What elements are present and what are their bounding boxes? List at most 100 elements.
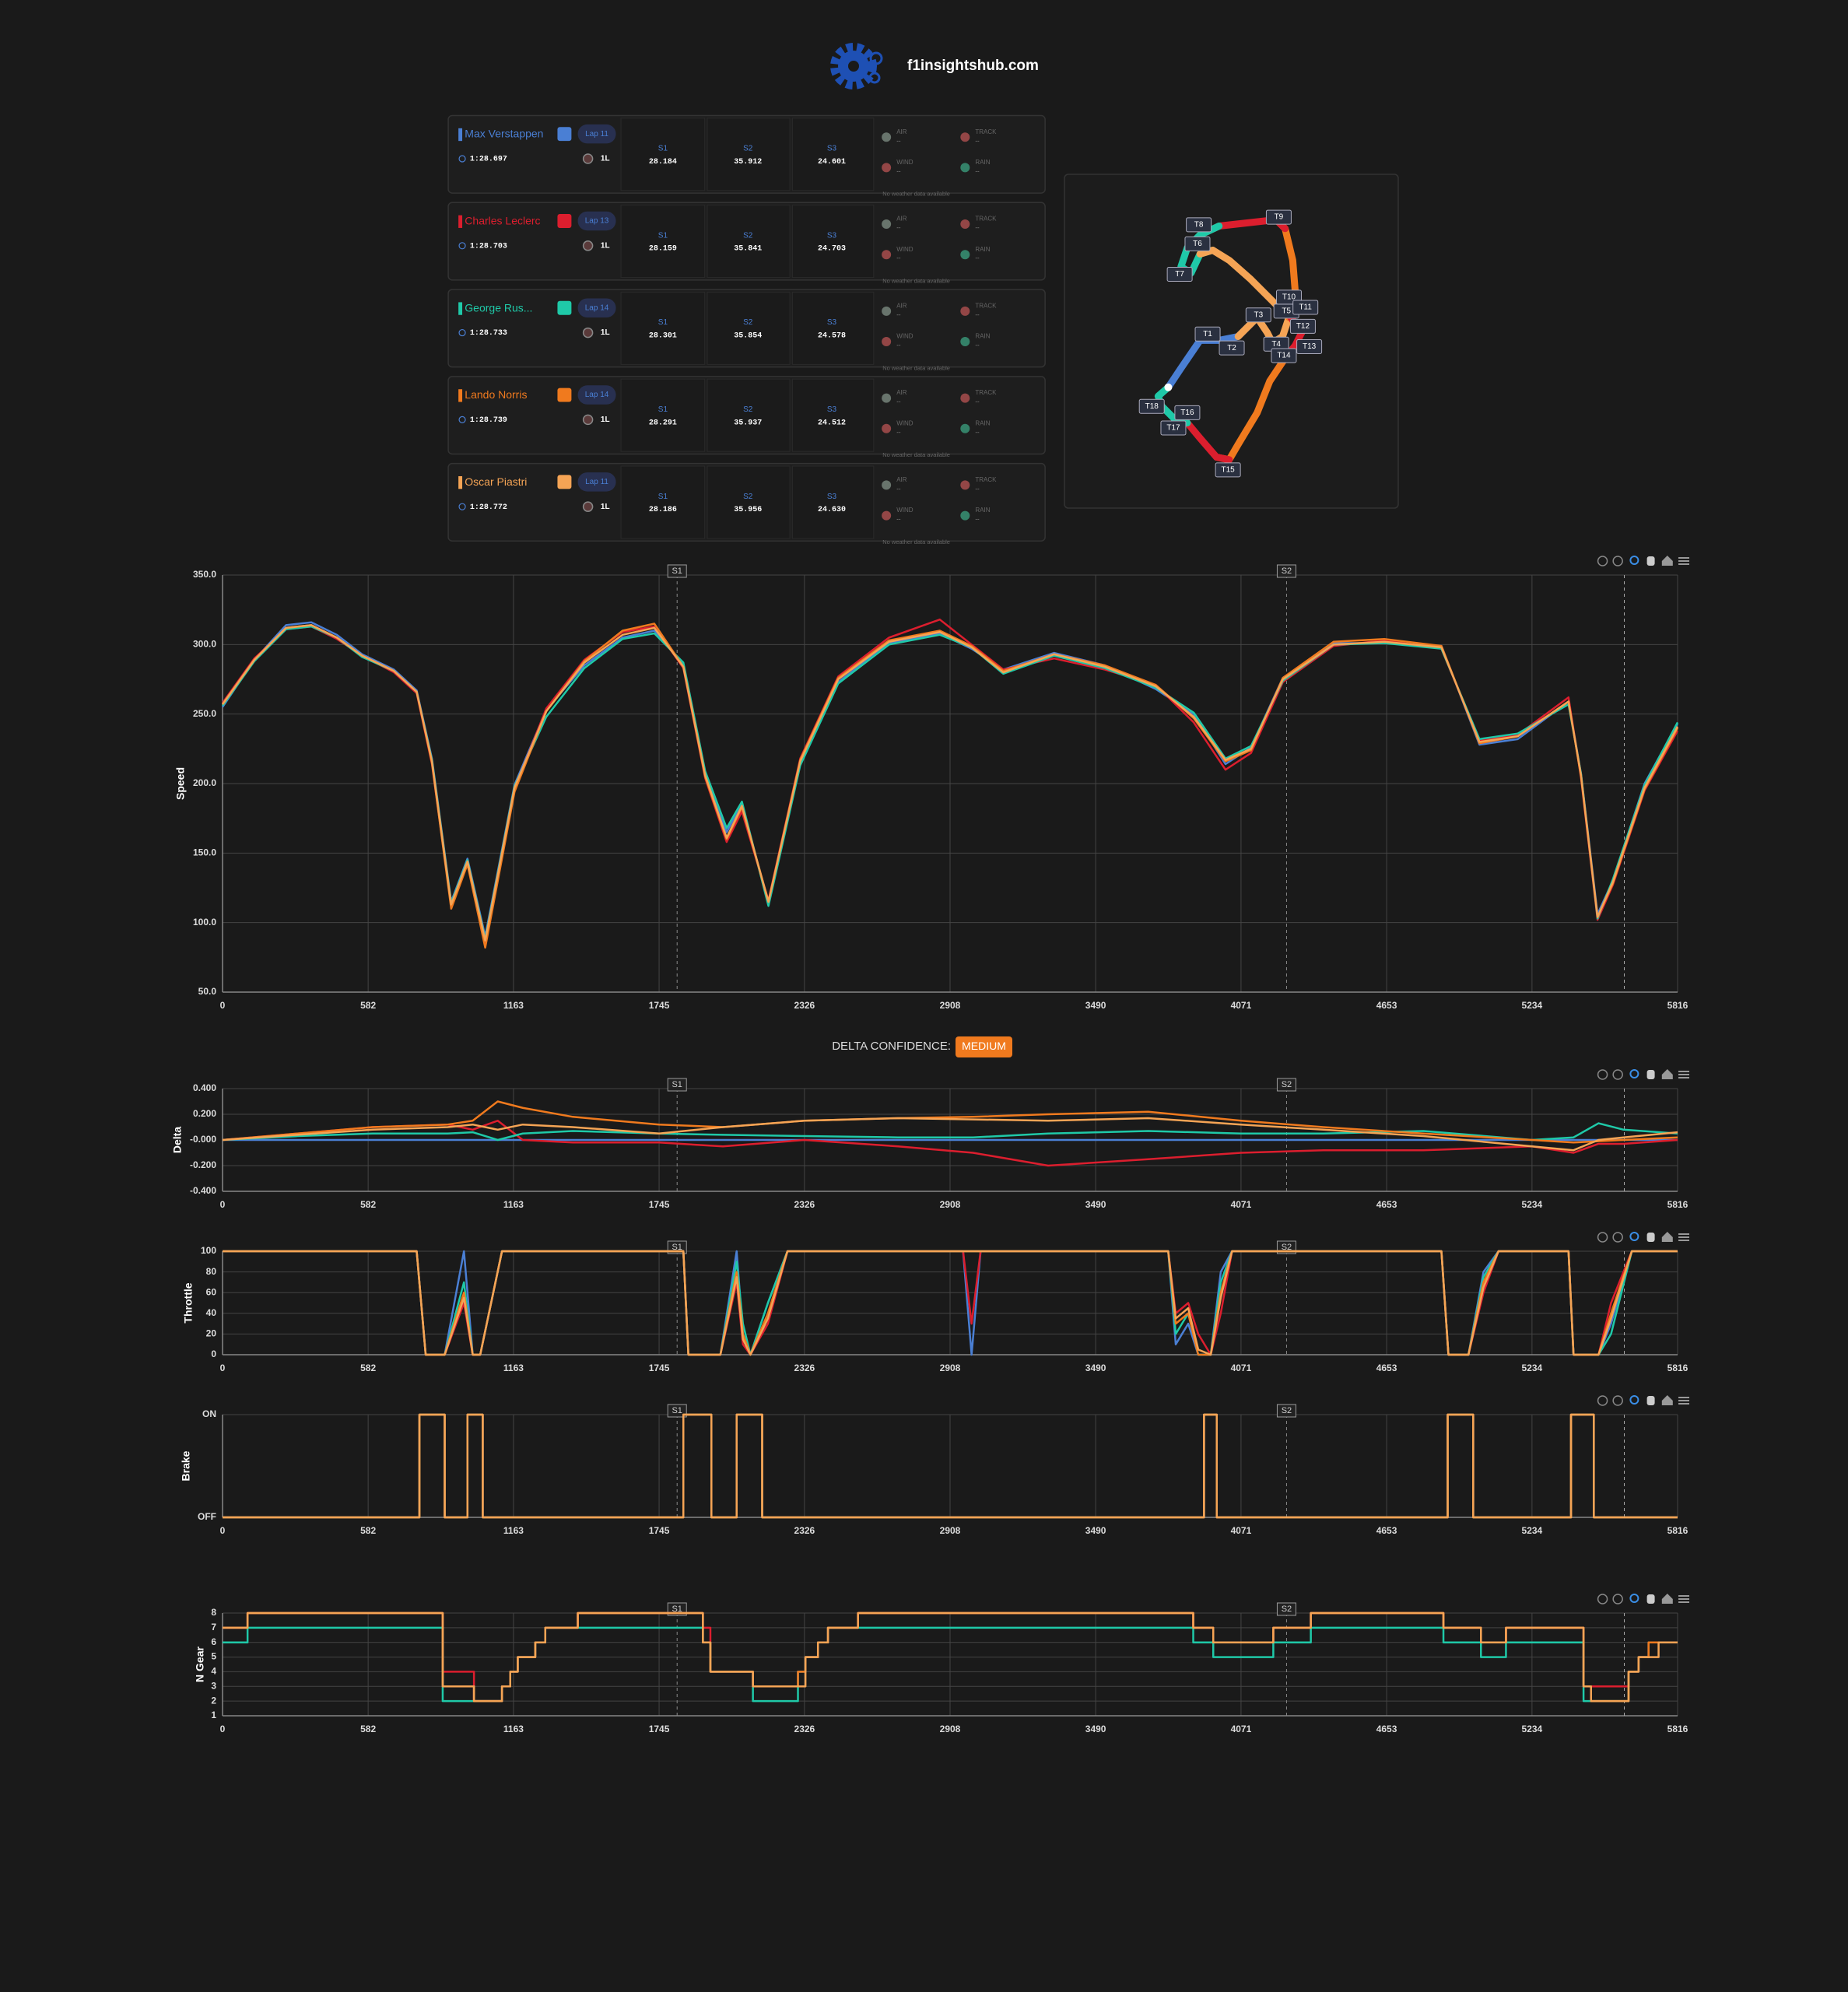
x-tick-label: 4071 [1231, 1362, 1252, 1373]
weather-label: TRACK [975, 389, 997, 396]
turn-label-box [1245, 307, 1271, 323]
weather-label: RAIN [975, 333, 990, 340]
y-tick-label: 4 [211, 1666, 216, 1677]
turn-label: T11 [1299, 303, 1312, 312]
y-tick-label: 200.0 [193, 777, 216, 788]
driver-color-bar [458, 128, 463, 142]
weather-note: No weather data available [882, 364, 950, 371]
turn-label: T4 [1271, 340, 1281, 349]
sector-time: 28.291 [649, 419, 677, 427]
x-tick-label: 582 [360, 1362, 376, 1373]
y-tick-label: 6 [211, 1636, 216, 1647]
x-tick-label: 0 [220, 1362, 226, 1373]
x-tick-label: 582 [360, 1525, 376, 1536]
weather-label: TRACK [975, 302, 997, 309]
x-tick-label: 4653 [1376, 1000, 1397, 1011]
toolbar-select-zoom [1629, 556, 1639, 565]
x-tick-label: 1163 [503, 1362, 524, 1373]
weather-label: RAIN [975, 159, 990, 166]
y-tick-label: 0 [211, 1348, 216, 1359]
turn-label-box [1265, 209, 1292, 225]
sector-tag-label: S2 [1282, 1604, 1292, 1614]
toolbar-zoom-icon [1612, 1232, 1623, 1243]
driver-color-bar [458, 476, 463, 489]
telemetry-line [222, 1117, 1678, 1152]
delta-confidence-value: MEDIUM [962, 1040, 1006, 1052]
weather-icon [882, 423, 892, 433]
tyre-icon [582, 501, 594, 512]
sector-label: S3 [827, 318, 837, 327]
y-tick-label: 100 [201, 1245, 216, 1256]
sector-box [791, 465, 875, 539]
sector-tag [667, 564, 687, 578]
x-tick-label: 582 [360, 1199, 376, 1210]
toolbar-select-zoom [1629, 1594, 1639, 1603]
y-tick-label: ON [202, 1408, 216, 1419]
turn-label-box [1160, 420, 1187, 436]
x-tick-label: 2908 [940, 1000, 961, 1011]
lap-number: Lap 14 [585, 391, 609, 399]
weather-icon [960, 393, 970, 403]
x-tick-label: 2908 [940, 1724, 961, 1734]
weather-label: WIND [896, 419, 913, 426]
delta-confidence-badge [956, 1036, 1012, 1057]
toolbar-pan [1646, 1594, 1655, 1604]
toolbar-zoom-icon [1597, 1232, 1608, 1243]
logo [830, 43, 883, 89]
y-tick-label: 50.0 [198, 986, 217, 997]
weather-value: -- [896, 137, 901, 144]
sector-label: S1 [658, 145, 668, 153]
weather-icon [960, 510, 970, 521]
x-tick-label: 4653 [1376, 1525, 1397, 1536]
weather-value: -- [975, 311, 980, 318]
turn-label-box [1219, 340, 1245, 356]
weather-value: -- [896, 224, 901, 231]
weather-icon [882, 393, 892, 403]
sector-time: 28.186 [649, 506, 677, 514]
x-tick-label: 2326 [794, 1525, 815, 1536]
sector-box [620, 291, 706, 365]
sector-tag [1276, 1404, 1296, 1418]
x-tick-label: 5816 [1667, 1362, 1688, 1373]
y-tick-label: 100.0 [193, 917, 216, 928]
tyre-label: 1L [601, 328, 610, 337]
turn-label-box [1292, 300, 1319, 315]
x-tick-label: 0 [220, 1000, 226, 1011]
sector-tag [1276, 1602, 1296, 1616]
turn-label-box [1215, 462, 1241, 478]
driver-color-bar [458, 215, 463, 228]
x-tick-label: 2908 [940, 1525, 961, 1536]
driver-color-swatch [557, 213, 572, 228]
turn-label-box [1138, 398, 1165, 414]
sector-time: 35.912 [734, 158, 762, 167]
logo-small-gear [868, 72, 881, 84]
telemetry-line [223, 1413, 1678, 1519]
sector-box [707, 117, 791, 191]
turn-label: T15 [1222, 465, 1236, 474]
weather-icon [960, 219, 970, 230]
turn-label-box [1194, 326, 1221, 342]
y-tick-label: 2 [211, 1695, 216, 1706]
telemetry-line [222, 1122, 1678, 1142]
sector-time: 35.956 [734, 506, 762, 514]
sector-tag-label: S2 [1282, 1406, 1292, 1415]
tyre-icon [582, 414, 594, 426]
x-tick-label: 582 [360, 1000, 376, 1011]
turn-label: T16 [1180, 409, 1194, 417]
toolbar-zoom-icon [1597, 556, 1608, 566]
x-tick-label: 3490 [1085, 1000, 1106, 1011]
sector-box [620, 117, 706, 191]
weather-label: RAIN [975, 507, 990, 514]
sector-label: S3 [827, 231, 837, 240]
weather-value: -- [896, 311, 901, 318]
driver-name: Lando Norris [465, 388, 527, 401]
x-tick-label: 1163 [503, 1525, 524, 1536]
weather-value: -- [975, 254, 980, 261]
y-tick-label: 0.400 [193, 1082, 216, 1093]
weather-label: AIR [896, 389, 907, 396]
driver-color-bar [458, 302, 463, 315]
weather-icon [882, 480, 892, 490]
x-tick-label: 5234 [1522, 1724, 1543, 1734]
weather-label: AIR [896, 128, 907, 135]
